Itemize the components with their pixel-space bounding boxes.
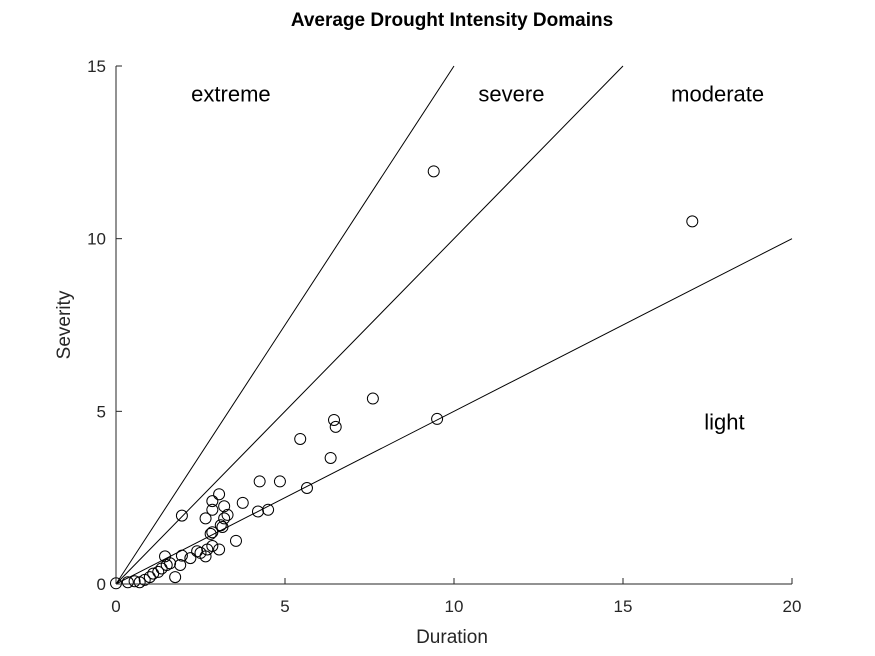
region-labels: extreme severe moderate light xyxy=(191,82,764,435)
data-point-35 xyxy=(229,534,242,547)
data-point-33 xyxy=(218,500,231,513)
x-tick-label-0: 0 xyxy=(111,597,120,616)
data-point-12 xyxy=(159,550,172,563)
data-point-28 xyxy=(206,495,219,508)
x-axis-label: Duration xyxy=(416,627,488,648)
region-label-light: light xyxy=(704,410,744,435)
y-tick-label-0: 0 xyxy=(97,575,106,594)
data-point-47 xyxy=(427,165,440,178)
data-point-38 xyxy=(253,475,266,488)
data-point-24 xyxy=(213,543,226,556)
boundary-line-1 xyxy=(115,65,455,585)
data-point-19 xyxy=(199,550,212,563)
data-point-41 xyxy=(294,432,307,445)
data-point-15 xyxy=(175,549,188,562)
data-point-23 xyxy=(206,526,219,539)
chart-title: Average Drought Intensity Domains xyxy=(291,10,613,31)
data-point-32 xyxy=(218,512,231,525)
data-point-2 xyxy=(121,576,134,589)
data-point-39 xyxy=(262,503,275,516)
data-point-40 xyxy=(273,475,286,488)
axes: 0 5 10 15 20 0 5 10 15 xyxy=(87,57,801,616)
data-point-13 xyxy=(169,571,182,584)
region-label-moderate: moderate xyxy=(671,82,764,107)
data-point-45 xyxy=(329,420,342,433)
data-point-3 xyxy=(128,575,141,588)
data-point-43 xyxy=(324,451,337,464)
data-point-8 xyxy=(152,565,165,578)
x-tick-label-5: 5 xyxy=(280,597,289,616)
data-point-22 xyxy=(204,527,217,540)
data-point-31 xyxy=(216,521,229,534)
data-point-42 xyxy=(300,481,313,494)
x-tick-label-20: 20 xyxy=(783,597,802,616)
boundary-line-2 xyxy=(115,65,624,585)
data-point-46 xyxy=(366,392,379,405)
data-point-25 xyxy=(175,509,188,522)
data-point-27 xyxy=(206,503,219,516)
region-label-severe: severe xyxy=(478,82,544,107)
data-point-37 xyxy=(251,505,264,518)
domain-boundary-lines xyxy=(115,65,793,585)
region-label-extreme: extreme xyxy=(191,82,270,107)
x-tick-label-15: 15 xyxy=(614,597,633,616)
data-point-34 xyxy=(221,508,234,521)
y-tick-label-5: 5 xyxy=(97,402,106,421)
y-tick-label-15: 15 xyxy=(87,57,106,76)
x-tick-label-10: 10 xyxy=(445,597,464,616)
data-point-14 xyxy=(174,559,187,572)
data-point-21 xyxy=(206,540,219,553)
y-axis-label: Severity xyxy=(54,290,75,359)
data-point-44 xyxy=(328,413,341,426)
data-point-16 xyxy=(184,552,197,565)
data-point-26 xyxy=(199,512,212,525)
boundary-line-3 xyxy=(115,238,793,585)
y-tick-label-10: 10 xyxy=(87,230,106,249)
data-point-49 xyxy=(686,215,699,228)
data-points xyxy=(110,165,699,590)
data-point-29 xyxy=(213,488,226,501)
data-point-48 xyxy=(431,412,444,425)
data-point-30 xyxy=(214,519,227,532)
data-point-36 xyxy=(236,496,249,509)
